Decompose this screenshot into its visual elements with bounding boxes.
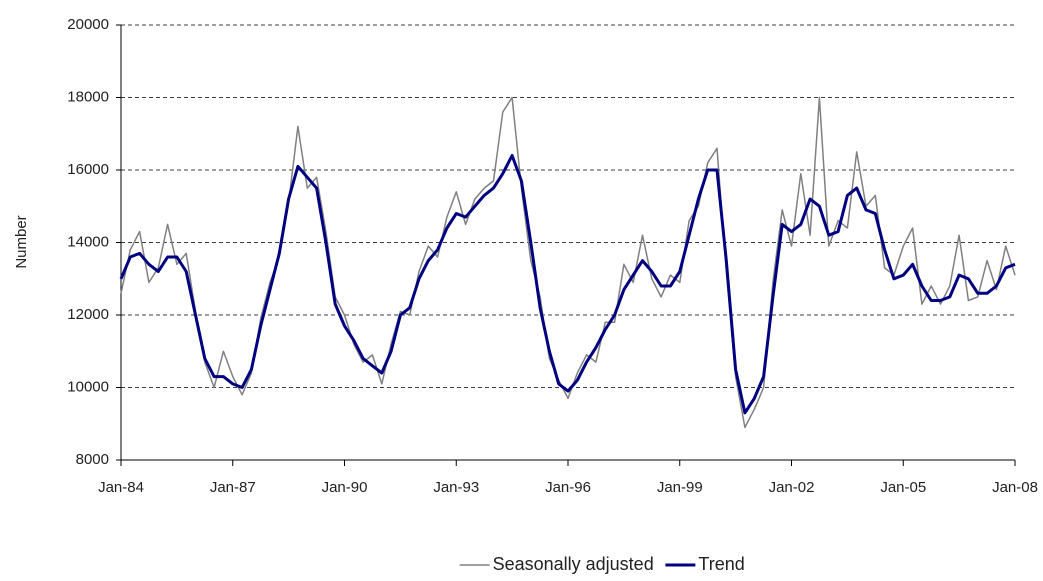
y-tick-label: 18000: [67, 88, 109, 105]
y-tick-label: 14000: [67, 233, 109, 250]
x-tick-label: Jan-84: [98, 479, 144, 496]
y-tick-label: 20000: [67, 16, 109, 33]
y-tick-label: 10000: [67, 378, 109, 395]
x-tick-label: Jan-93: [433, 479, 479, 496]
x-tick-label: Jan-96: [545, 479, 591, 496]
series-line: [119, 154, 1016, 415]
x-tick-label: Jan-87: [210, 479, 256, 496]
legend-label: Seasonally adjusted: [493, 554, 654, 574]
y-tick-label: 16000: [67, 161, 109, 178]
x-tick-label: Jan-90: [322, 479, 368, 496]
x-tick-label: Jan-05: [880, 479, 926, 496]
y-axis-label: Number: [13, 215, 30, 268]
x-tick-label: Jan-08: [992, 479, 1038, 496]
y-tick-label: 12000: [67, 306, 109, 323]
series-line: [120, 96, 1016, 429]
y-tick-label: 8000: [76, 451, 109, 468]
x-tick-label: Jan-99: [657, 479, 703, 496]
legend-label: Trend: [698, 554, 744, 574]
x-tick-label: Jan-02: [769, 479, 815, 496]
